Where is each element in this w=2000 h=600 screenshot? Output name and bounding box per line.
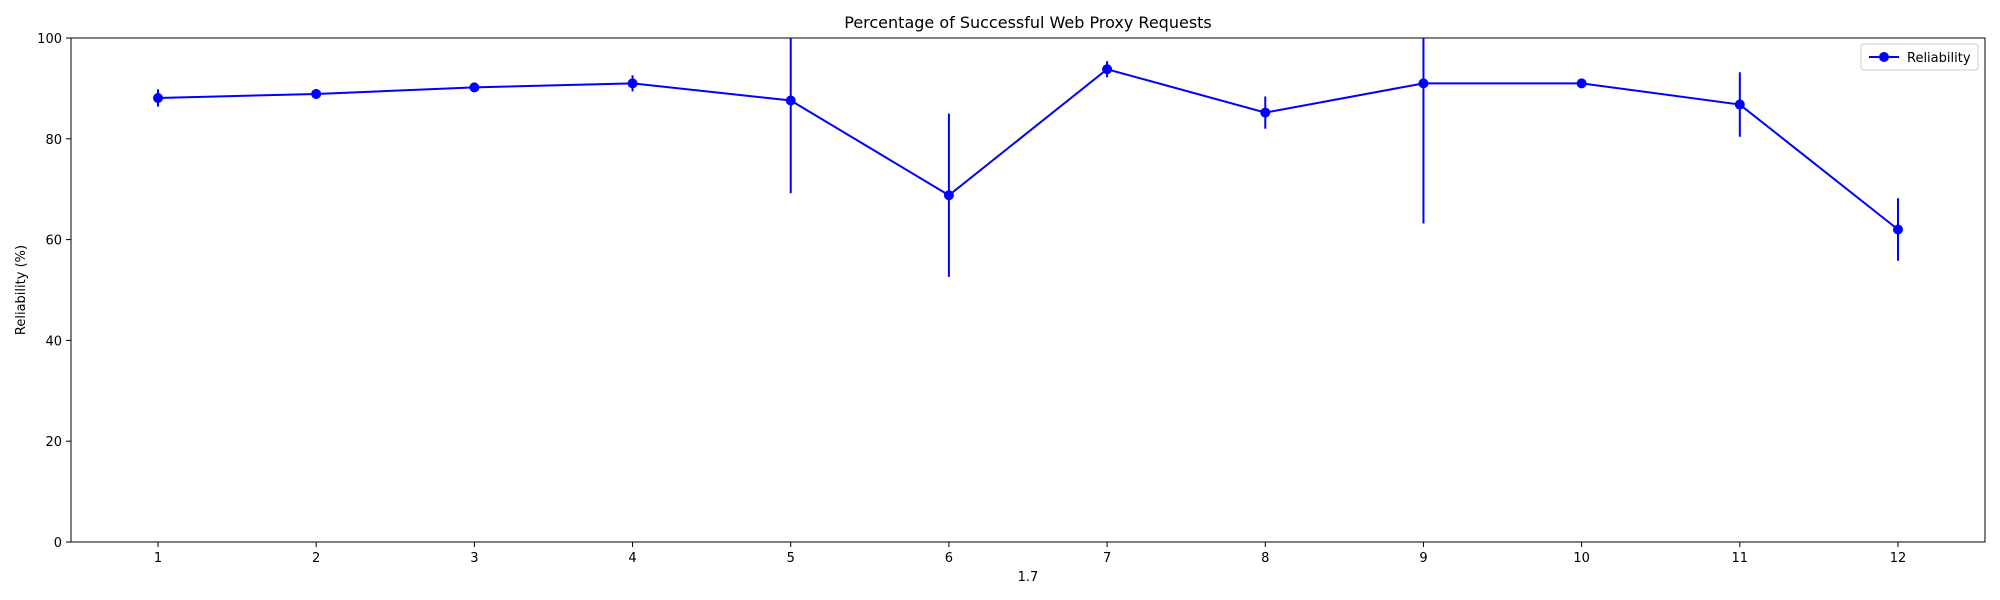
x-tick-label: 3 [470, 551, 478, 566]
x-tick-label: 7 [1103, 551, 1111, 566]
x-tick-label: 11 [1732, 551, 1749, 566]
x-tick-label: 1 [154, 551, 162, 566]
legend: Reliability [1860, 43, 1979, 71]
data-point [1102, 64, 1113, 75]
x-tick-label: 2 [312, 551, 320, 566]
series-line [157, 68, 1899, 231]
y-tick-label: 100 [37, 32, 62, 47]
y-tick-label: 0 [54, 536, 62, 551]
data-point [153, 92, 163, 103]
x-tick-label: 10 [1573, 551, 1590, 566]
data-point [469, 82, 480, 93]
x-tick-label: 9 [1419, 551, 1427, 566]
x-axis-title: 1.7 [1018, 570, 1039, 585]
x-axis: 1 2 3 4 5 6 7 8 9 10 11 12 [154, 542, 1906, 566]
data-point [311, 88, 322, 99]
data-point [943, 190, 954, 201]
data-point [1734, 99, 1745, 110]
legend-label: Reliability [1907, 51, 1971, 66]
error-bars [157, 38, 1899, 277]
x-tick-label: 6 [945, 551, 953, 566]
data-point [785, 95, 796, 106]
series-group [153, 64, 1903, 235]
y-axis-title: Reliability (%) [14, 245, 29, 335]
y-tick-label: 20 [45, 435, 62, 450]
x-tick-label: 8 [1261, 551, 1269, 566]
y-axis: 0 20 40 60 80 100 [37, 32, 71, 551]
x-tick-label: 5 [787, 551, 795, 566]
data-point [1260, 107, 1271, 118]
data-point [1893, 224, 1903, 235]
y-tick-label: 40 [45, 334, 62, 349]
legend-box [1860, 43, 1979, 71]
y-tick-label: 60 [45, 234, 62, 249]
data-point [1576, 78, 1587, 89]
data-point [1418, 78, 1429, 89]
chart-title: Percentage of Successful Web Proxy Reque… [844, 13, 1212, 32]
data-point [627, 78, 638, 89]
legend-marker [1879, 52, 1889, 62]
y-tick-label: 80 [45, 133, 62, 148]
x-tick-label: 4 [628, 551, 636, 566]
plot-area [70, 37, 1986, 543]
x-tick-label: 12 [1890, 551, 1907, 566]
